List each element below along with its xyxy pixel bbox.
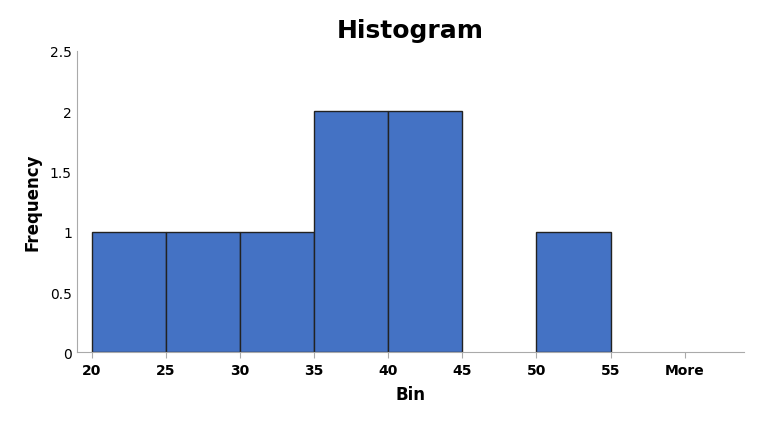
Title: Histogram: Histogram	[337, 19, 484, 43]
X-axis label: Bin: Bin	[395, 385, 426, 403]
Bar	[240, 232, 314, 353]
Bar	[536, 232, 611, 353]
Bar	[166, 232, 240, 353]
Bar	[388, 112, 463, 353]
Bar	[91, 232, 166, 353]
Bar	[314, 112, 388, 353]
Y-axis label: Frequency: Frequency	[24, 154, 41, 251]
